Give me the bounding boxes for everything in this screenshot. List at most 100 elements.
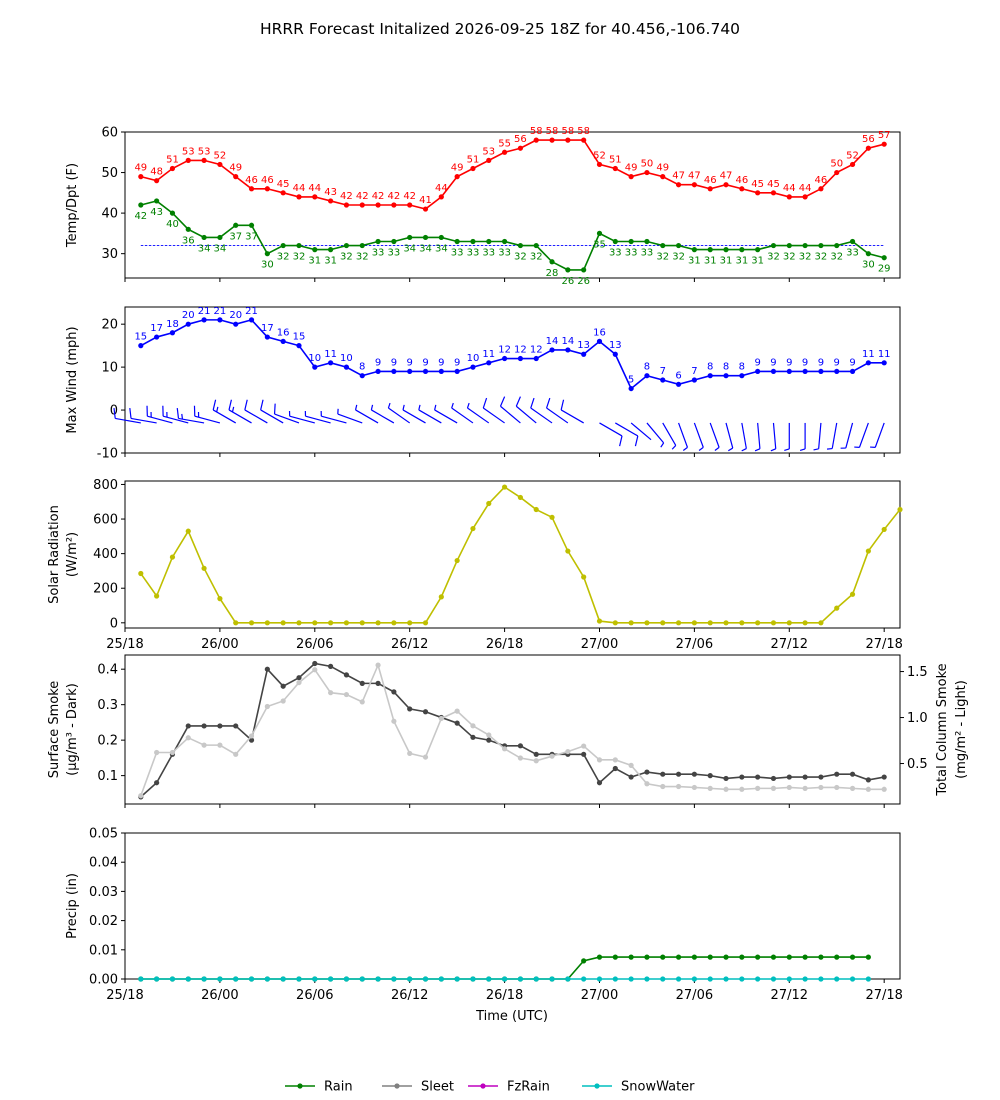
data-point xyxy=(660,954,666,960)
wind-barb-shaft xyxy=(451,407,474,424)
data-label: 32 xyxy=(830,252,843,263)
wind-barb-shaft xyxy=(725,422,734,449)
data-label: 37 xyxy=(245,231,258,242)
data-point xyxy=(312,620,318,626)
data-point xyxy=(723,620,729,626)
data-label: 44 xyxy=(308,183,321,194)
data-point xyxy=(470,734,476,740)
wind-barb-shaft xyxy=(874,422,885,448)
wind-barb-shaft xyxy=(371,409,395,424)
data-point xyxy=(217,596,223,602)
wind-barb xyxy=(826,422,838,450)
data-point xyxy=(248,317,255,323)
wind-barb xyxy=(784,422,790,452)
data-label: 9 xyxy=(375,357,381,368)
data-point xyxy=(169,976,176,982)
data-label: 14 xyxy=(561,336,574,347)
data-point xyxy=(707,247,713,253)
wind-barb-half-feather xyxy=(402,404,405,411)
data-point xyxy=(675,182,682,188)
wind-barb-shaft xyxy=(244,409,268,424)
data-point xyxy=(834,242,840,249)
data-point xyxy=(565,137,571,143)
data-point xyxy=(786,976,792,982)
data-point xyxy=(296,679,302,686)
data-point xyxy=(596,780,603,786)
data-point xyxy=(280,698,286,704)
data-point xyxy=(201,234,207,241)
data-point xyxy=(644,976,650,982)
data-label: 36 xyxy=(182,235,195,246)
data-point xyxy=(201,317,207,323)
data-label: 42 xyxy=(356,191,369,202)
data-point xyxy=(343,691,350,698)
wind-barb xyxy=(799,422,806,452)
panel-frame xyxy=(124,131,901,279)
wind-barb-shaft xyxy=(130,417,157,424)
data-point xyxy=(280,620,286,626)
y-tick-label: 20 xyxy=(101,318,118,333)
data-label: 14 xyxy=(546,336,559,347)
data-point xyxy=(533,751,539,757)
data-point xyxy=(786,954,792,960)
data-label: 21 xyxy=(245,306,258,317)
y-right-axis-label: Total Column Smoke xyxy=(935,663,950,796)
wind-barb xyxy=(754,422,761,452)
data-point xyxy=(660,377,666,383)
data-point xyxy=(865,786,871,792)
wind-barb-shaft xyxy=(194,415,221,424)
data-point xyxy=(154,198,160,204)
wind-barb-shaft xyxy=(321,415,347,424)
x-tick-label: 26/12 xyxy=(391,988,428,1003)
data-label: 32 xyxy=(672,252,685,263)
data-point xyxy=(359,976,365,982)
data-point xyxy=(296,343,302,349)
wind-barb-shaft xyxy=(274,413,300,424)
wind-barb-feather xyxy=(515,396,521,407)
data-point xyxy=(612,757,618,763)
data-label: 42 xyxy=(134,211,147,222)
data-label: 42 xyxy=(388,191,401,202)
data-point xyxy=(834,976,840,982)
data-label: 47 xyxy=(672,171,685,182)
data-point xyxy=(755,976,761,982)
data-label: 35 xyxy=(593,239,606,250)
x-tick-label: 25/18 xyxy=(106,988,143,1003)
data-point xyxy=(470,238,476,245)
data-point xyxy=(739,954,745,960)
data-point xyxy=(786,368,792,375)
data-label: 17 xyxy=(261,323,274,334)
data-point xyxy=(707,954,713,960)
wind-barb-shaft xyxy=(646,422,665,444)
data-point xyxy=(517,242,524,249)
data-point xyxy=(549,137,555,143)
data-point xyxy=(818,186,824,192)
data-label: 32 xyxy=(767,252,780,263)
wind-barb-feather xyxy=(560,399,565,411)
data-point xyxy=(565,976,571,982)
y-tick-label: 0 xyxy=(110,616,118,631)
wind-barb xyxy=(244,399,268,424)
series-line xyxy=(140,139,885,210)
data-label: 32 xyxy=(530,252,543,263)
data-point xyxy=(343,620,350,626)
data-point xyxy=(486,500,492,507)
x-tick-label: 27/18 xyxy=(865,988,902,1003)
data-point xyxy=(581,351,587,357)
data-point xyxy=(454,368,460,375)
wind-barb-half-feather xyxy=(741,448,747,452)
data-label: 56 xyxy=(514,134,527,145)
data-point xyxy=(834,784,840,791)
data-point xyxy=(818,954,824,960)
x-tick-label: 26/12 xyxy=(391,637,428,652)
data-point xyxy=(328,690,334,696)
data-label: 50 xyxy=(641,159,654,170)
wind-barb-half-feather xyxy=(770,448,776,452)
data-label: 13 xyxy=(609,340,622,351)
data-point xyxy=(644,373,650,379)
data-point xyxy=(328,198,334,204)
data-point xyxy=(185,226,191,232)
wind-barb xyxy=(709,422,720,451)
data-point xyxy=(581,958,587,964)
data-label: 21 xyxy=(214,306,227,317)
